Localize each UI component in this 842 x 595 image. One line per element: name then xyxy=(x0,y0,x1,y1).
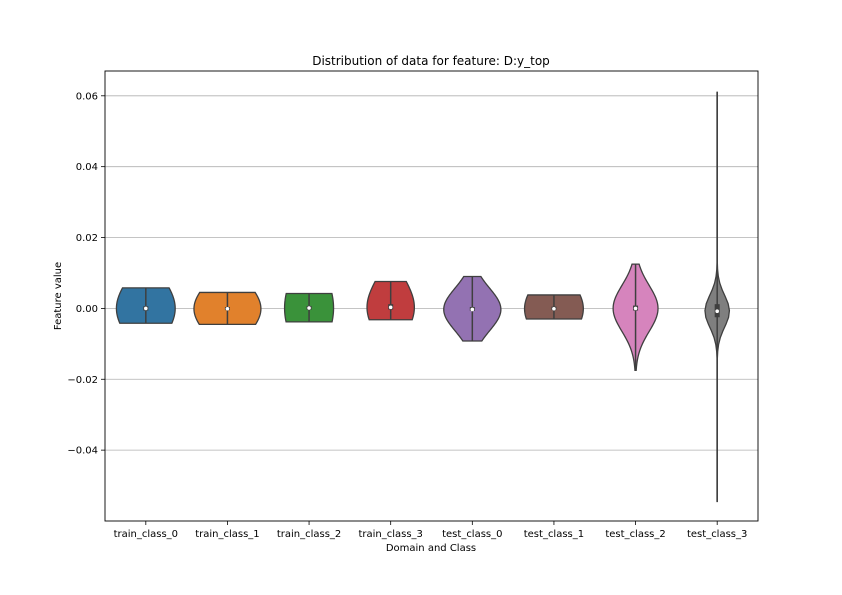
y-tick-label: 0.00 xyxy=(76,304,98,315)
x-tick-label: train_class_3 xyxy=(358,529,422,540)
y-tick-label: 0.04 xyxy=(76,162,98,173)
y-tick-label: −0.04 xyxy=(67,446,98,457)
grid-lines xyxy=(105,95,758,451)
y-axis-label: Feature value xyxy=(53,262,64,330)
median-dot-test_class_1 xyxy=(552,306,556,311)
median-dot-train_class_0 xyxy=(144,306,148,311)
x-axis-label: Domain and Class xyxy=(386,543,476,554)
x-tick-label: train_class_0 xyxy=(114,529,178,540)
y-tick-label: −0.02 xyxy=(67,375,98,386)
median-dot-train_class_1 xyxy=(225,306,230,311)
plot-frame xyxy=(104,70,759,522)
median-dot-test_class_3 xyxy=(715,309,719,314)
chart-title: Distribution of data for feature: D:y_to… xyxy=(312,54,550,68)
x-tick-label: test_class_0 xyxy=(442,529,502,540)
median-dot-train_class_2 xyxy=(307,306,311,310)
x-tick-label: train_class_1 xyxy=(195,529,259,540)
x-tick-label: test_class_1 xyxy=(524,529,584,540)
median-dot-test_class_2 xyxy=(633,306,638,311)
median-dot-train_class_3 xyxy=(388,305,393,310)
violins xyxy=(115,91,731,503)
y-axis-ticks: −0.04 −0.02 0.00 0.02 0.04 0.06 xyxy=(67,91,105,457)
x-tick-label: train_class_2 xyxy=(277,529,341,540)
median-dot-test_class_0 xyxy=(470,307,475,312)
y-tick-label: 0.06 xyxy=(76,91,98,102)
y-tick-label: 0.02 xyxy=(76,233,98,244)
x-tick-label: test_class_3 xyxy=(687,529,747,540)
x-axis-ticks: train_class_0 train_class_1 train_class_2 t… xyxy=(114,521,747,540)
x-tick-label: test_class_2 xyxy=(605,529,665,540)
